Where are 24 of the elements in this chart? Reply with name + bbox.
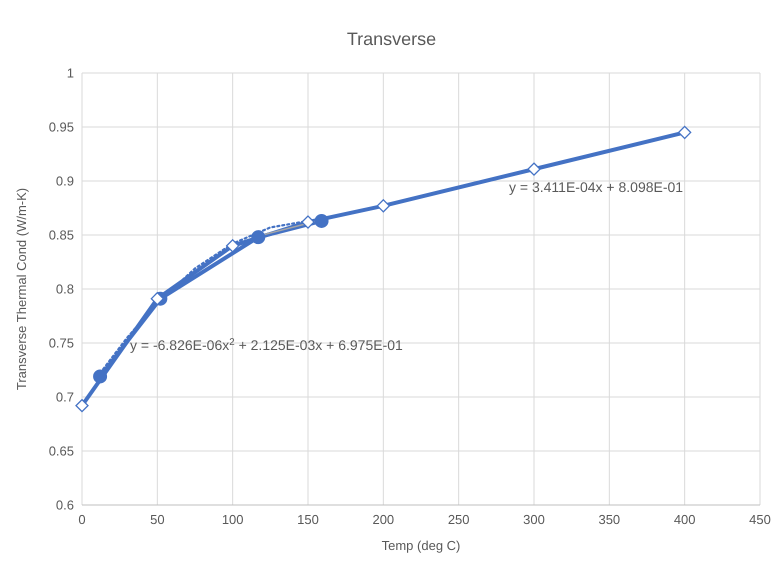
y-tick-label: 1 [66,66,74,80]
y-tick-label: 0.65 [48,444,74,458]
x-tick-label: 450 [749,512,771,527]
x-axis-title: Temp (deg C) [382,538,460,553]
x-tick-label: 200 [372,512,394,527]
y-tick-label: 0.9 [56,174,74,188]
annotation: y = -6.826E-06x$^{2}$ + 2.125E-03x + 6.975E-01 [130,336,404,353]
x-tick-label: 350 [598,512,620,527]
x-tick-label: 50 [150,512,165,527]
y-tick-label: 0.8 [56,282,74,296]
y-tick-label: 0.95 [48,120,74,134]
y-tick-label: 0.85 [48,228,74,242]
x-tick-label: 400 [674,512,696,527]
annotation: y = 3.411E-04x + 8.098E-01 [509,179,684,195]
y-tick-label: 0.75 [48,336,74,350]
x-tick-label: 150 [297,512,319,527]
y-tick-label: 0.6 [56,498,74,512]
x-tick-label: 300 [523,512,545,527]
chart-title: Transverse [346,29,436,49]
y-tick-label: 0.7 [56,390,74,404]
x-tick-label: 0 [78,512,86,527]
x-tick-label: 100 [222,512,244,527]
x-tick-label: 250 [448,512,470,527]
y-axis-title: Transverse Thermal Cond (W/m-K) [14,188,29,390]
